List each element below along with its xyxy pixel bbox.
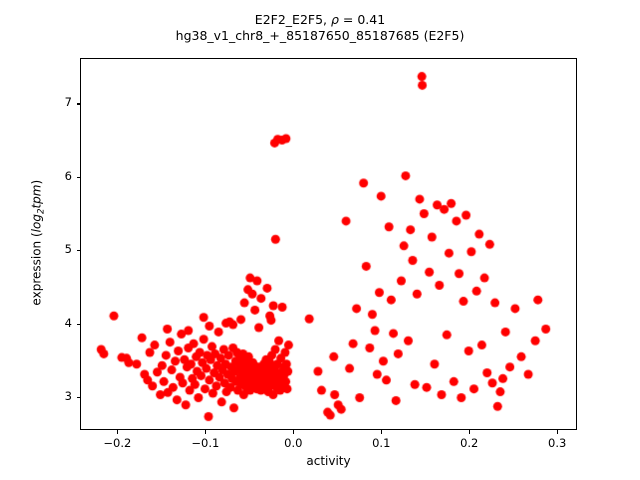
plot-axes-frame: [80, 58, 577, 430]
x-tick-label: −0.1: [191, 436, 220, 450]
x-tick-label: 0.1: [372, 436, 391, 450]
y-tick-mark: [76, 250, 80, 252]
y-tick-label: 3: [64, 388, 72, 403]
y-tick-label: 6: [64, 168, 72, 183]
x-tick-label: −0.2: [103, 436, 132, 450]
y-tick-mark: [76, 176, 80, 178]
x-tick-mark: [205, 430, 207, 434]
y-axis-label: expression (log2tpm): [29, 93, 46, 393]
chart-title: E2F2_E2F5, ρ = 0.41 hg38_v1_chr8_+_85187…: [0, 12, 640, 43]
y-tick-mark: [76, 103, 80, 105]
scatter-points-canvas: [81, 59, 576, 429]
ylabel-tpm: tpm: [29, 184, 44, 209]
y-tick-mark: [76, 323, 80, 325]
x-tick-label: 0.0: [284, 436, 303, 450]
ylabel-suffix: ): [29, 179, 44, 185]
y-tick-mark: [76, 396, 80, 399]
x-axis-label: activity: [306, 454, 351, 468]
rho-symbol: ρ: [330, 12, 339, 27]
x-tick-label: 0.3: [548, 436, 567, 450]
title-prefix: E2F2_E2F5,: [254, 12, 331, 27]
x-tick-label: 0.2: [460, 436, 479, 450]
chart-title-line-2: hg38_v1_chr8_+_85187650_85187685 (E2F5): [175, 27, 465, 43]
y-tick-label: 7: [64, 95, 72, 110]
ylabel-prefix: expression (: [29, 232, 44, 306]
x-tick-mark: [557, 430, 559, 434]
y-tick-label: 4: [64, 315, 72, 330]
x-tick-mark: [381, 430, 383, 434]
chart-title-line-1: E2F2_E2F5, ρ = 0.41: [0, 12, 640, 28]
x-tick-mark: [293, 430, 295, 434]
ylabel-log: log: [29, 214, 44, 233]
y-tick-label: 5: [64, 242, 72, 257]
x-tick-mark: [117, 430, 119, 434]
x-tick-mark: [469, 430, 471, 434]
ylabel-subscript: 2: [36, 208, 47, 215]
title-suffix: = 0.41: [338, 12, 386, 27]
